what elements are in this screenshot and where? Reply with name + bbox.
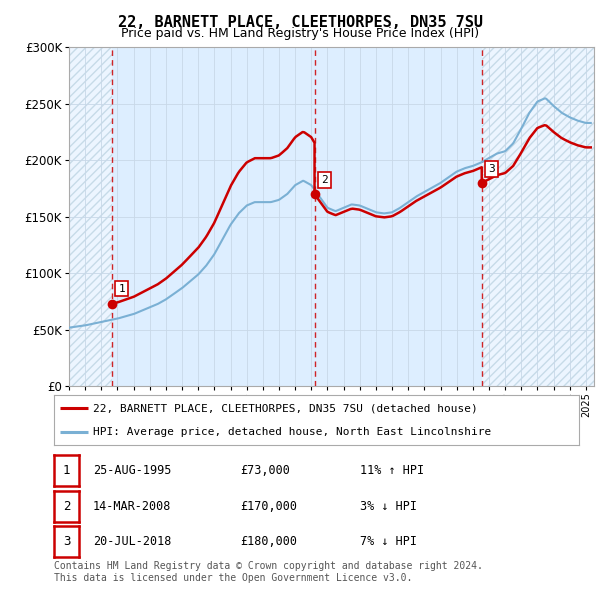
Text: 2: 2 <box>63 500 70 513</box>
Text: 1: 1 <box>118 284 125 294</box>
Text: 7% ↓ HPI: 7% ↓ HPI <box>360 535 417 548</box>
Text: 3: 3 <box>488 164 495 174</box>
Text: Contains HM Land Registry data © Crown copyright and database right 2024.
This d: Contains HM Land Registry data © Crown c… <box>54 561 483 583</box>
Text: 14-MAR-2008: 14-MAR-2008 <box>93 500 172 513</box>
Text: 2: 2 <box>321 175 328 185</box>
Text: £180,000: £180,000 <box>240 535 297 548</box>
Text: 22, BARNETT PLACE, CLEETHORPES, DN35 7SU (detached house): 22, BARNETT PLACE, CLEETHORPES, DN35 7SU… <box>94 404 478 414</box>
Text: 20-JUL-2018: 20-JUL-2018 <box>93 535 172 548</box>
Text: £170,000: £170,000 <box>240 500 297 513</box>
Text: 1: 1 <box>63 464 70 477</box>
Text: £73,000: £73,000 <box>240 464 290 477</box>
Text: Price paid vs. HM Land Registry's House Price Index (HPI): Price paid vs. HM Land Registry's House … <box>121 27 479 40</box>
Text: 22, BARNETT PLACE, CLEETHORPES, DN35 7SU: 22, BARNETT PLACE, CLEETHORPES, DN35 7SU <box>118 15 482 30</box>
Text: 3: 3 <box>63 535 70 548</box>
Text: HPI: Average price, detached house, North East Lincolnshire: HPI: Average price, detached house, Nort… <box>94 427 491 437</box>
Text: 3% ↓ HPI: 3% ↓ HPI <box>360 500 417 513</box>
Text: 11% ↑ HPI: 11% ↑ HPI <box>360 464 424 477</box>
Text: 25-AUG-1995: 25-AUG-1995 <box>93 464 172 477</box>
